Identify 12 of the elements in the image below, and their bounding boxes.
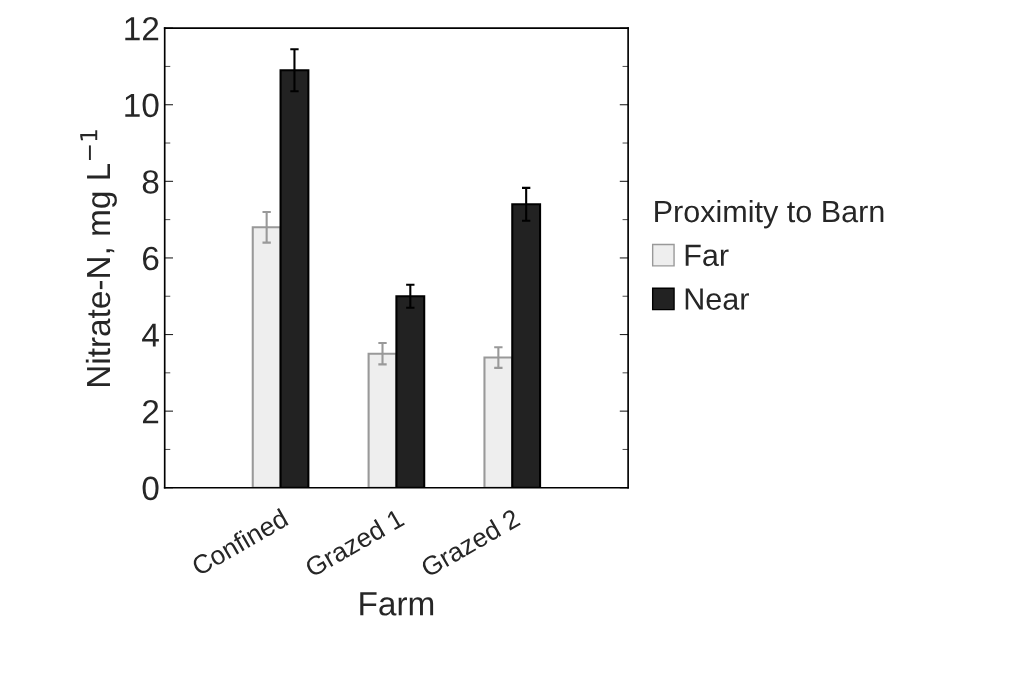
legend-label: Far: [685, 244, 729, 267]
legend-title: Proximity to Barn: [655, 199, 884, 229]
legend-label: Near: [685, 288, 749, 310]
y-tick-label: 6: [143, 246, 159, 271]
x-axis-title: Farm: [360, 592, 434, 616]
y-tick-label: 12: [125, 16, 159, 41]
y-tick-label: 0: [142, 476, 159, 501]
y-tick-label: 10: [125, 93, 159, 118]
y-tick-label: 2: [142, 399, 159, 424]
y-tick-label: 8: [142, 170, 159, 194]
y-axis-title: Nitrate-N, mg L$^{−1}$: [80, 130, 117, 387]
y-tick-label: 4: [142, 323, 159, 347]
